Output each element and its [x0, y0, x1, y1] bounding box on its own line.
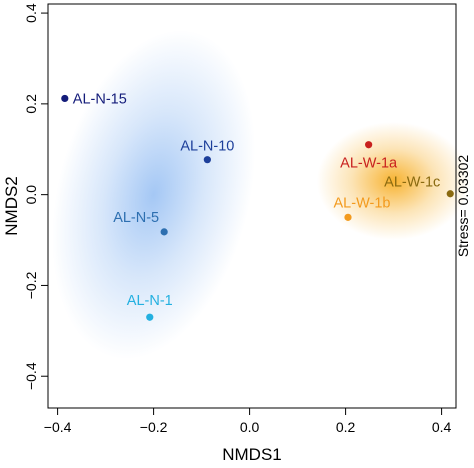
point-label-al-n-10: AL-N-10 [180, 139, 234, 155]
y-tick-label: 0.4 [23, 3, 39, 23]
y-tick-label: −0.4 [23, 362, 39, 390]
y-axis-title: NMDS2 [2, 176, 21, 236]
x-tick-label: −0.2 [140, 419, 168, 435]
point-label-al-w-1c: AL-W-1c [384, 175, 440, 191]
group-shading-1 [51, 30, 256, 360]
point-label-al-n-5: AL-N-5 [113, 210, 159, 226]
y-axis: −0.4 −0.2 0.0 0.2 0.4 [23, 3, 48, 390]
point-label-al-n-15: AL-N-15 [73, 91, 127, 107]
x-axis: −0.4 −0.2 0.0 0.2 0.4 [44, 408, 452, 435]
y-tick-label: 0.0 [23, 185, 39, 205]
x-tick-label: −0.4 [44, 419, 72, 435]
data-points-layer: AL-N-15 AL-N-10 AL-N-5 AL-N-1 AL-W-1a AL-W-1b… [61, 91, 454, 321]
group-shading-2 [316, 122, 471, 241]
point-al-n-10 [203, 156, 211, 164]
x-tick-label: 0.4 [432, 419, 452, 435]
point-label-al-n-1: AL-N-1 [127, 293, 173, 309]
plot-frame [47, 3, 457, 409]
group-shading-layer [51, 30, 471, 360]
point-label-al-w-1a: AL-W-1a [340, 156, 398, 172]
x-axis-title: NMDS1 [222, 445, 282, 464]
point-label-al-w-1b: AL-W-1b [334, 195, 391, 211]
y-tick-label: 0.2 [23, 94, 39, 114]
x-tick-label: 0.2 [336, 419, 356, 435]
point-al-n-15 [61, 94, 69, 103]
point-al-w-1b [344, 213, 352, 221]
point-al-w-1c [446, 190, 454, 198]
point-al-n-5 [160, 228, 168, 236]
x-tick-label: 0.0 [240, 419, 260, 435]
stress-annotation: Stress= 0.03302 [455, 155, 471, 258]
y-tick-label: −0.2 [23, 271, 39, 299]
point-al-w-1a [365, 141, 373, 149]
point-al-n-1 [146, 313, 154, 321]
